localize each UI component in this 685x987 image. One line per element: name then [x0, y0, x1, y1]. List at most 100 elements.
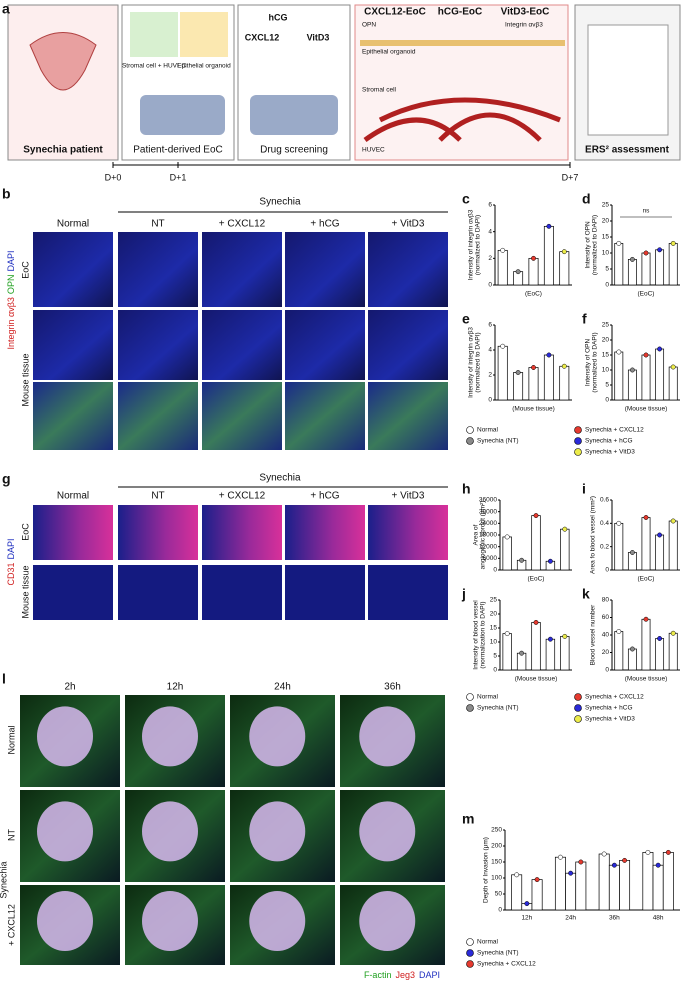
x-tick-label: 48h	[653, 915, 664, 922]
bar	[560, 636, 570, 671]
header: hCG-EoC	[438, 7, 482, 18]
dot	[657, 636, 663, 641]
cell-mass	[359, 706, 416, 767]
x-tick-label: 12h	[521, 915, 532, 922]
row-label: EoC	[20, 523, 30, 541]
micrograph	[118, 505, 198, 560]
bar	[614, 243, 624, 286]
x-label: (EoC)	[638, 291, 655, 298]
y-label: Area of	[473, 524, 480, 545]
legend-swatch	[574, 426, 582, 434]
x-label: (EoC)	[528, 576, 545, 583]
cell-mass	[142, 801, 198, 862]
y-label: angiogenic sprout (μm²)	[480, 501, 487, 570]
dot	[629, 367, 635, 373]
y-tick-label: 40	[602, 632, 610, 639]
legend-label: Synechia + CXCL12	[585, 694, 644, 701]
y-tick-label: 0.4	[600, 520, 609, 527]
legend-label: Synechia + hCG	[585, 705, 633, 712]
column-label: + hCG	[310, 491, 339, 502]
dot	[643, 616, 649, 622]
y-tick-label: 12000	[479, 543, 497, 550]
dot	[622, 857, 628, 863]
y-tick-label: 10	[490, 639, 498, 646]
dot	[670, 630, 676, 636]
cell-mass	[249, 891, 306, 951]
legend-label: Synechia (NT)	[477, 438, 519, 445]
box-title: ERS² assessment	[585, 145, 670, 156]
y-tick-label: 15	[602, 234, 610, 241]
micrograph	[118, 232, 198, 307]
bar	[668, 243, 678, 286]
micrograph	[285, 505, 365, 560]
y-label: (normalized to DAPI)	[592, 332, 599, 392]
box-title: Patient-derived EoC	[133, 145, 223, 156]
dot	[562, 526, 568, 532]
bar	[531, 879, 543, 911]
dot	[643, 352, 649, 358]
bar	[554, 856, 566, 911]
y-tick-label: 10	[602, 250, 610, 257]
dot	[657, 346, 663, 352]
dot	[547, 558, 553, 564]
micrograph	[33, 382, 113, 450]
dot	[514, 872, 520, 878]
column-label: NT	[151, 491, 164, 502]
legend-swatch	[574, 715, 582, 723]
y-label: (normalized to DAPI)	[592, 215, 599, 275]
bar	[668, 632, 678, 671]
bar	[641, 252, 651, 286]
micrograph	[202, 310, 282, 380]
legend-swatch	[574, 448, 582, 456]
stain: F-actin	[364, 970, 392, 980]
bar	[513, 372, 524, 401]
y-label: Blood vessel number	[590, 604, 597, 666]
stain-label: CD31 DAPI	[6, 538, 16, 585]
bar	[642, 852, 654, 911]
bar	[627, 369, 637, 401]
bar	[575, 861, 587, 911]
panel-label: d	[582, 191, 591, 207]
header: CXCL12-EoC	[364, 7, 426, 18]
micrograph	[118, 310, 198, 380]
legend-swatch	[466, 693, 474, 701]
y-tick-label: 0	[605, 397, 609, 404]
bar	[528, 367, 539, 401]
row-label: Mouse tissue	[20, 353, 30, 406]
cell-mass	[142, 706, 198, 767]
box-title: Drug screening	[260, 145, 328, 156]
dot	[629, 550, 635, 555]
dot	[531, 255, 536, 261]
panel-label: h	[462, 481, 471, 497]
y-tick-label: 6000	[483, 555, 498, 562]
cell-mass	[37, 706, 93, 767]
dot	[670, 364, 676, 370]
y-tick-label: 150	[491, 859, 502, 866]
drug: VitD3	[307, 32, 330, 42]
stain: CD31	[6, 563, 16, 586]
x-tick-label: 36h	[609, 915, 620, 922]
vessels	[363, 97, 561, 143]
panel-label: j	[461, 586, 466, 602]
dot	[665, 849, 671, 855]
panel-label: m	[462, 811, 474, 827]
label: D+7	[562, 172, 579, 182]
y-tick-label: 80	[602, 597, 610, 604]
bar	[627, 552, 637, 571]
bar	[655, 534, 665, 571]
column-label: 2h	[64, 682, 75, 693]
bar	[655, 638, 665, 671]
legend-label: Normal	[477, 939, 499, 946]
dot	[546, 352, 552, 358]
bar	[559, 251, 570, 286]
label: D+1	[170, 172, 187, 182]
bar	[627, 259, 637, 286]
micrograph	[368, 505, 448, 560]
uterus	[29, 32, 97, 91]
micrograph	[368, 382, 448, 450]
cell-mass	[37, 891, 93, 951]
panel-label: k	[582, 586, 590, 602]
label: D+0	[105, 172, 122, 182]
y-tick-label: 0.6	[600, 497, 609, 504]
micrograph	[285, 382, 365, 450]
